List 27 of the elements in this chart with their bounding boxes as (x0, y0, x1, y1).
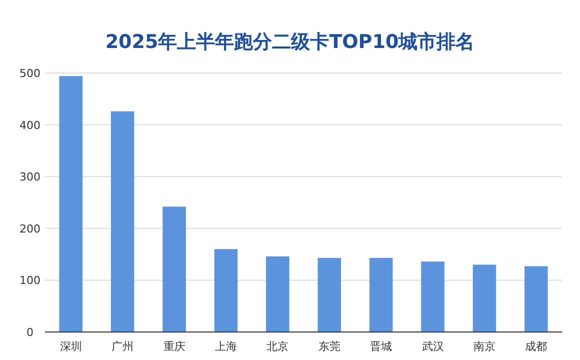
bar (369, 258, 393, 332)
y-tick-label: 400 (20, 118, 40, 132)
x-tick-label: 晋城 (370, 340, 392, 353)
x-tick-label: 广州 (112, 340, 134, 353)
bar (472, 264, 496, 332)
bar (318, 258, 341, 332)
x-tick-label: 上海 (214, 340, 237, 353)
y-tick-label: 200 (20, 222, 40, 236)
x-tick-label: 成都 (525, 340, 548, 353)
x-tick-label: 深圳 (60, 340, 82, 353)
y-tick-label: 300 (20, 170, 40, 184)
bar (162, 206, 186, 332)
x-tick-label: 北京 (266, 340, 289, 353)
y-tick-label: 500 (20, 67, 40, 80)
bar (110, 111, 134, 332)
x-tick-label: 重庆 (163, 340, 186, 353)
x-tick-label: 南京 (473, 340, 496, 353)
bar (266, 256, 290, 332)
x-tick-label: 武汉 (422, 340, 444, 353)
y-tick-label: 0 (26, 326, 34, 339)
bar (421, 262, 444, 332)
bar (524, 266, 548, 332)
bar (59, 76, 82, 332)
x-tick-label: 东莞 (318, 340, 340, 353)
chart-title: 2025年上半年跑分二级卡TOP10城市排名 (105, 31, 475, 53)
bar (214, 249, 238, 332)
y-tick-label: 100 (20, 274, 40, 288)
